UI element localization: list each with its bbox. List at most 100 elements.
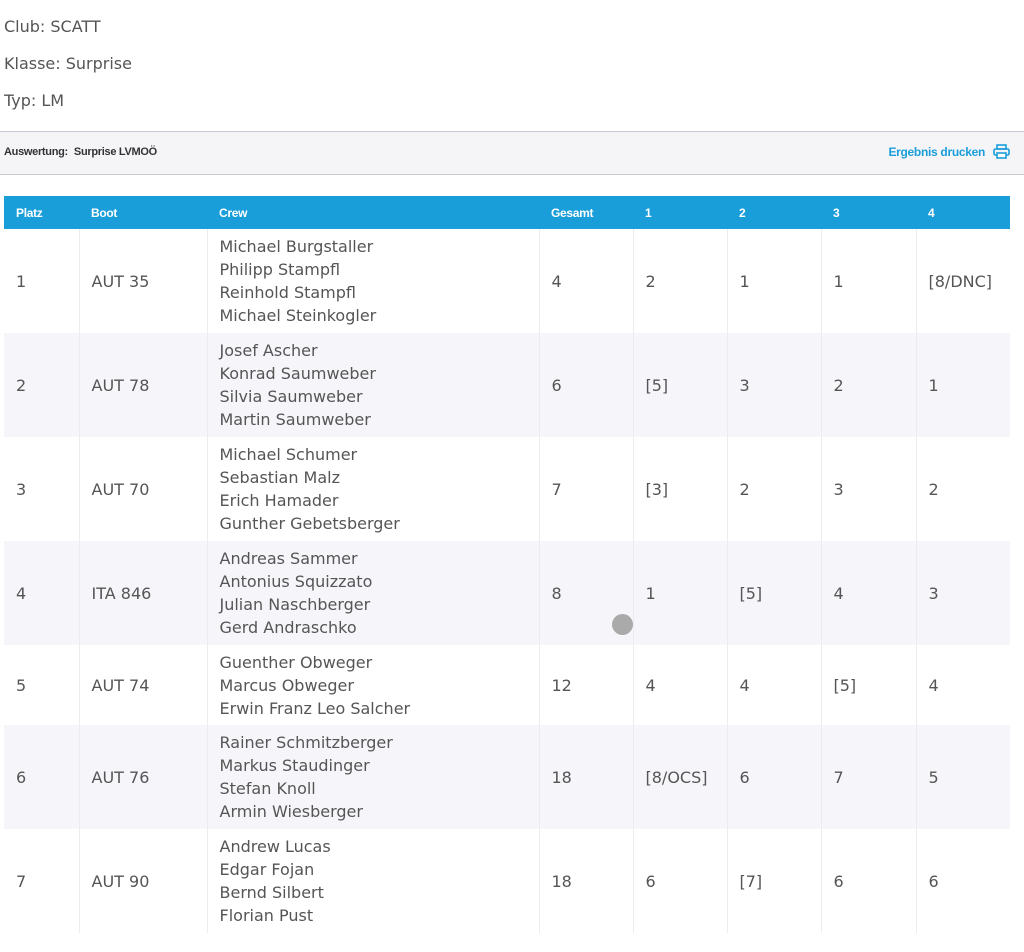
race-4-cell: 4 (928, 675, 939, 695)
race-4-cell: 3 (916, 541, 1010, 645)
crew-member: Andrew Lucas (219, 837, 331, 856)
race-2-cell: 1 (727, 229, 822, 333)
table-row: 7 AUT 90 Andrew Lucas Edgar Fojan Bernd Silb… (4, 829, 1010, 933)
race-1-cell: 2 (633, 229, 728, 333)
race-1-cell: [3] (633, 437, 728, 541)
table-row: 6 AUT 76 Rainer Schmitzberger Markus Staudi… (4, 725, 1010, 829)
header-race-1[interactable]: 1 (633, 196, 727, 229)
crew-member: Konrad Saumweber (219, 364, 376, 383)
total-cell: 18 (539, 725, 634, 829)
crew-member: Edgar Fojan (219, 860, 315, 879)
crew-member: Gerd Andraschko (219, 618, 357, 637)
crew-cell: Guenther Obweger Marcus Obweger Erwin Fran… (207, 645, 540, 725)
crew-member: Silvia Saumweber (219, 387, 363, 406)
type-info: Typ: LM (4, 91, 65, 110)
crew-member: Florian Pust (219, 906, 314, 925)
crew-member: Martin Saumweber (219, 410, 371, 429)
race-1-cell: [5] (633, 333, 728, 437)
race-3-cell: [5] (821, 645, 917, 725)
race-4-cell: 1 (916, 333, 1010, 437)
race-2-cell: 2 (727, 437, 822, 541)
race-3-cell: 1 (821, 229, 917, 333)
cursor-indicator (612, 614, 633, 635)
crew-member: Guenther Obweger (219, 652, 373, 672)
race-1-cell: 4 (633, 645, 728, 725)
boat-cell: AUT 90 (79, 829, 208, 933)
table-row: 1 AUT 35 Michael Burgstaller Philipp Stampf… (4, 229, 1010, 333)
header-crew[interactable]: Crew (207, 196, 539, 229)
header-race-4[interactable]: 4 (916, 196, 1010, 229)
crew-member: Markus Staudinger (219, 756, 370, 775)
boat-cell: AUT 35 (79, 229, 208, 333)
crew-member: Michael Steinkogler (219, 306, 377, 325)
evaluation-value: Surprise LVMOÖ (73, 146, 157, 158)
race-2-cell: 4 (727, 645, 822, 725)
table-row: 5 AUT 74 Guenther Obweger Marcus Obweger Erw… (4, 645, 1010, 725)
crew-cell: Michael Burgstaller Philipp Stampfl Reinho… (207, 229, 540, 333)
evaluation-bar: Auswertung: Surprise LVMOÖ Ergebnis druck… (0, 131, 1024, 175)
boat-cell: AUT 78 (79, 333, 208, 437)
table-header-row: Platz Boot Crew Gesamt 1 2 3 4 (4, 196, 1010, 229)
race-2-cell: 6 (727, 725, 822, 829)
crew-member: Philipp Stampfl (219, 260, 341, 279)
crew-cell: Andrew Lucas Edgar Fojan Bernd Silbert Flor… (207, 829, 540, 933)
crew-member: Bernd Silbert (219, 883, 324, 902)
race-1-cell: [8/OCS] (633, 725, 728, 829)
race-3-cell: 2 (821, 333, 917, 437)
evaluation-label: Auswertung: (4, 146, 68, 158)
race-4-cell: 5 (916, 725, 1010, 829)
crew-member: Rainer Schmitzberger (219, 733, 393, 752)
boat-cell: AUT 76 (79, 725, 208, 829)
race-3-cell: 3 (821, 437, 917, 541)
platz-cell: 1 (4, 229, 80, 333)
race-4-cell: 2 (928, 479, 939, 499)
crew-cell: Michael Schumer Sebastian Malz Erich Hamad… (207, 437, 540, 541)
crew-member: Michael Burgstaller (219, 237, 374, 256)
race-3-cell: 4 (821, 541, 917, 645)
print-results-link[interactable]: Ergebnis drucken (888, 144, 1010, 159)
header-race-3[interactable]: 3 (821, 196, 916, 229)
boat-cell: AUT 70 (79, 437, 208, 541)
class-info: Klasse: Surprise (4, 54, 132, 73)
platz-cell: 7 (4, 829, 80, 933)
crew-member: Erich Hamader (219, 491, 339, 510)
total-cell: 4 (539, 229, 634, 333)
header-platz[interactable]: Platz (4, 196, 79, 229)
total-cell: 12 (539, 645, 634, 725)
table-row: 2 AUT 78 Josef Ascher Konrad Saumweber Silvi… (4, 333, 1010, 437)
crew-member: Gunther Gebetsberger (219, 514, 400, 533)
platz-cell: 6 (4, 725, 80, 829)
crew-member: Sebastian Malz (219, 468, 341, 487)
crew-member: Antonius Squizzato (219, 572, 373, 591)
crew-member: Andreas Sammer (219, 549, 358, 568)
crew-member: Michael Schumer (219, 445, 358, 464)
race-2-cell: 3 (727, 333, 822, 437)
crew-member: Marcus Obweger (219, 675, 354, 695)
crew-member: Stefan Knoll (219, 779, 316, 798)
club-info: Club: SCATT (4, 17, 101, 36)
total-cell: 18 (539, 829, 634, 933)
platz-cell: 2 (4, 333, 80, 437)
crew-member: Erwin Franz Leo Salcher (219, 698, 411, 718)
race-1-cell: 6 (633, 829, 728, 933)
crew-member: Josef Ascher (219, 341, 318, 360)
printer-icon (993, 144, 1010, 159)
total-cell: 6 (539, 333, 634, 437)
header-gesamt[interactable]: Gesamt (539, 196, 633, 229)
race-4-cell: [8/DNC] (928, 271, 993, 291)
table-row: 3 AUT 70 Michael Schumer Sebastian Malz Eric… (4, 437, 1010, 541)
boat-cell: ITA 846 (79, 541, 208, 645)
crew-member: Julian Naschberger (219, 595, 371, 614)
print-results-label: Ergebnis drucken (888, 144, 985, 159)
evaluation-label-group: Auswertung: Surprise LVMOÖ (4, 146, 157, 158)
header-race-2[interactable]: 2 (727, 196, 821, 229)
race-1-cell: 1 (633, 541, 728, 645)
platz-cell: 3 (4, 437, 80, 541)
header-boot[interactable]: Boot (79, 196, 207, 229)
race-4-cell: 6 (928, 871, 939, 891)
total-cell: 7 (539, 437, 634, 541)
platz-cell: 5 (4, 645, 80, 725)
crew-member: Reinhold Stampfl (219, 283, 357, 302)
race-2-cell: [7] (727, 829, 822, 933)
table-row: 4 ITA 846 Andreas Sammer Antonius Squizzato… (4, 541, 1010, 645)
